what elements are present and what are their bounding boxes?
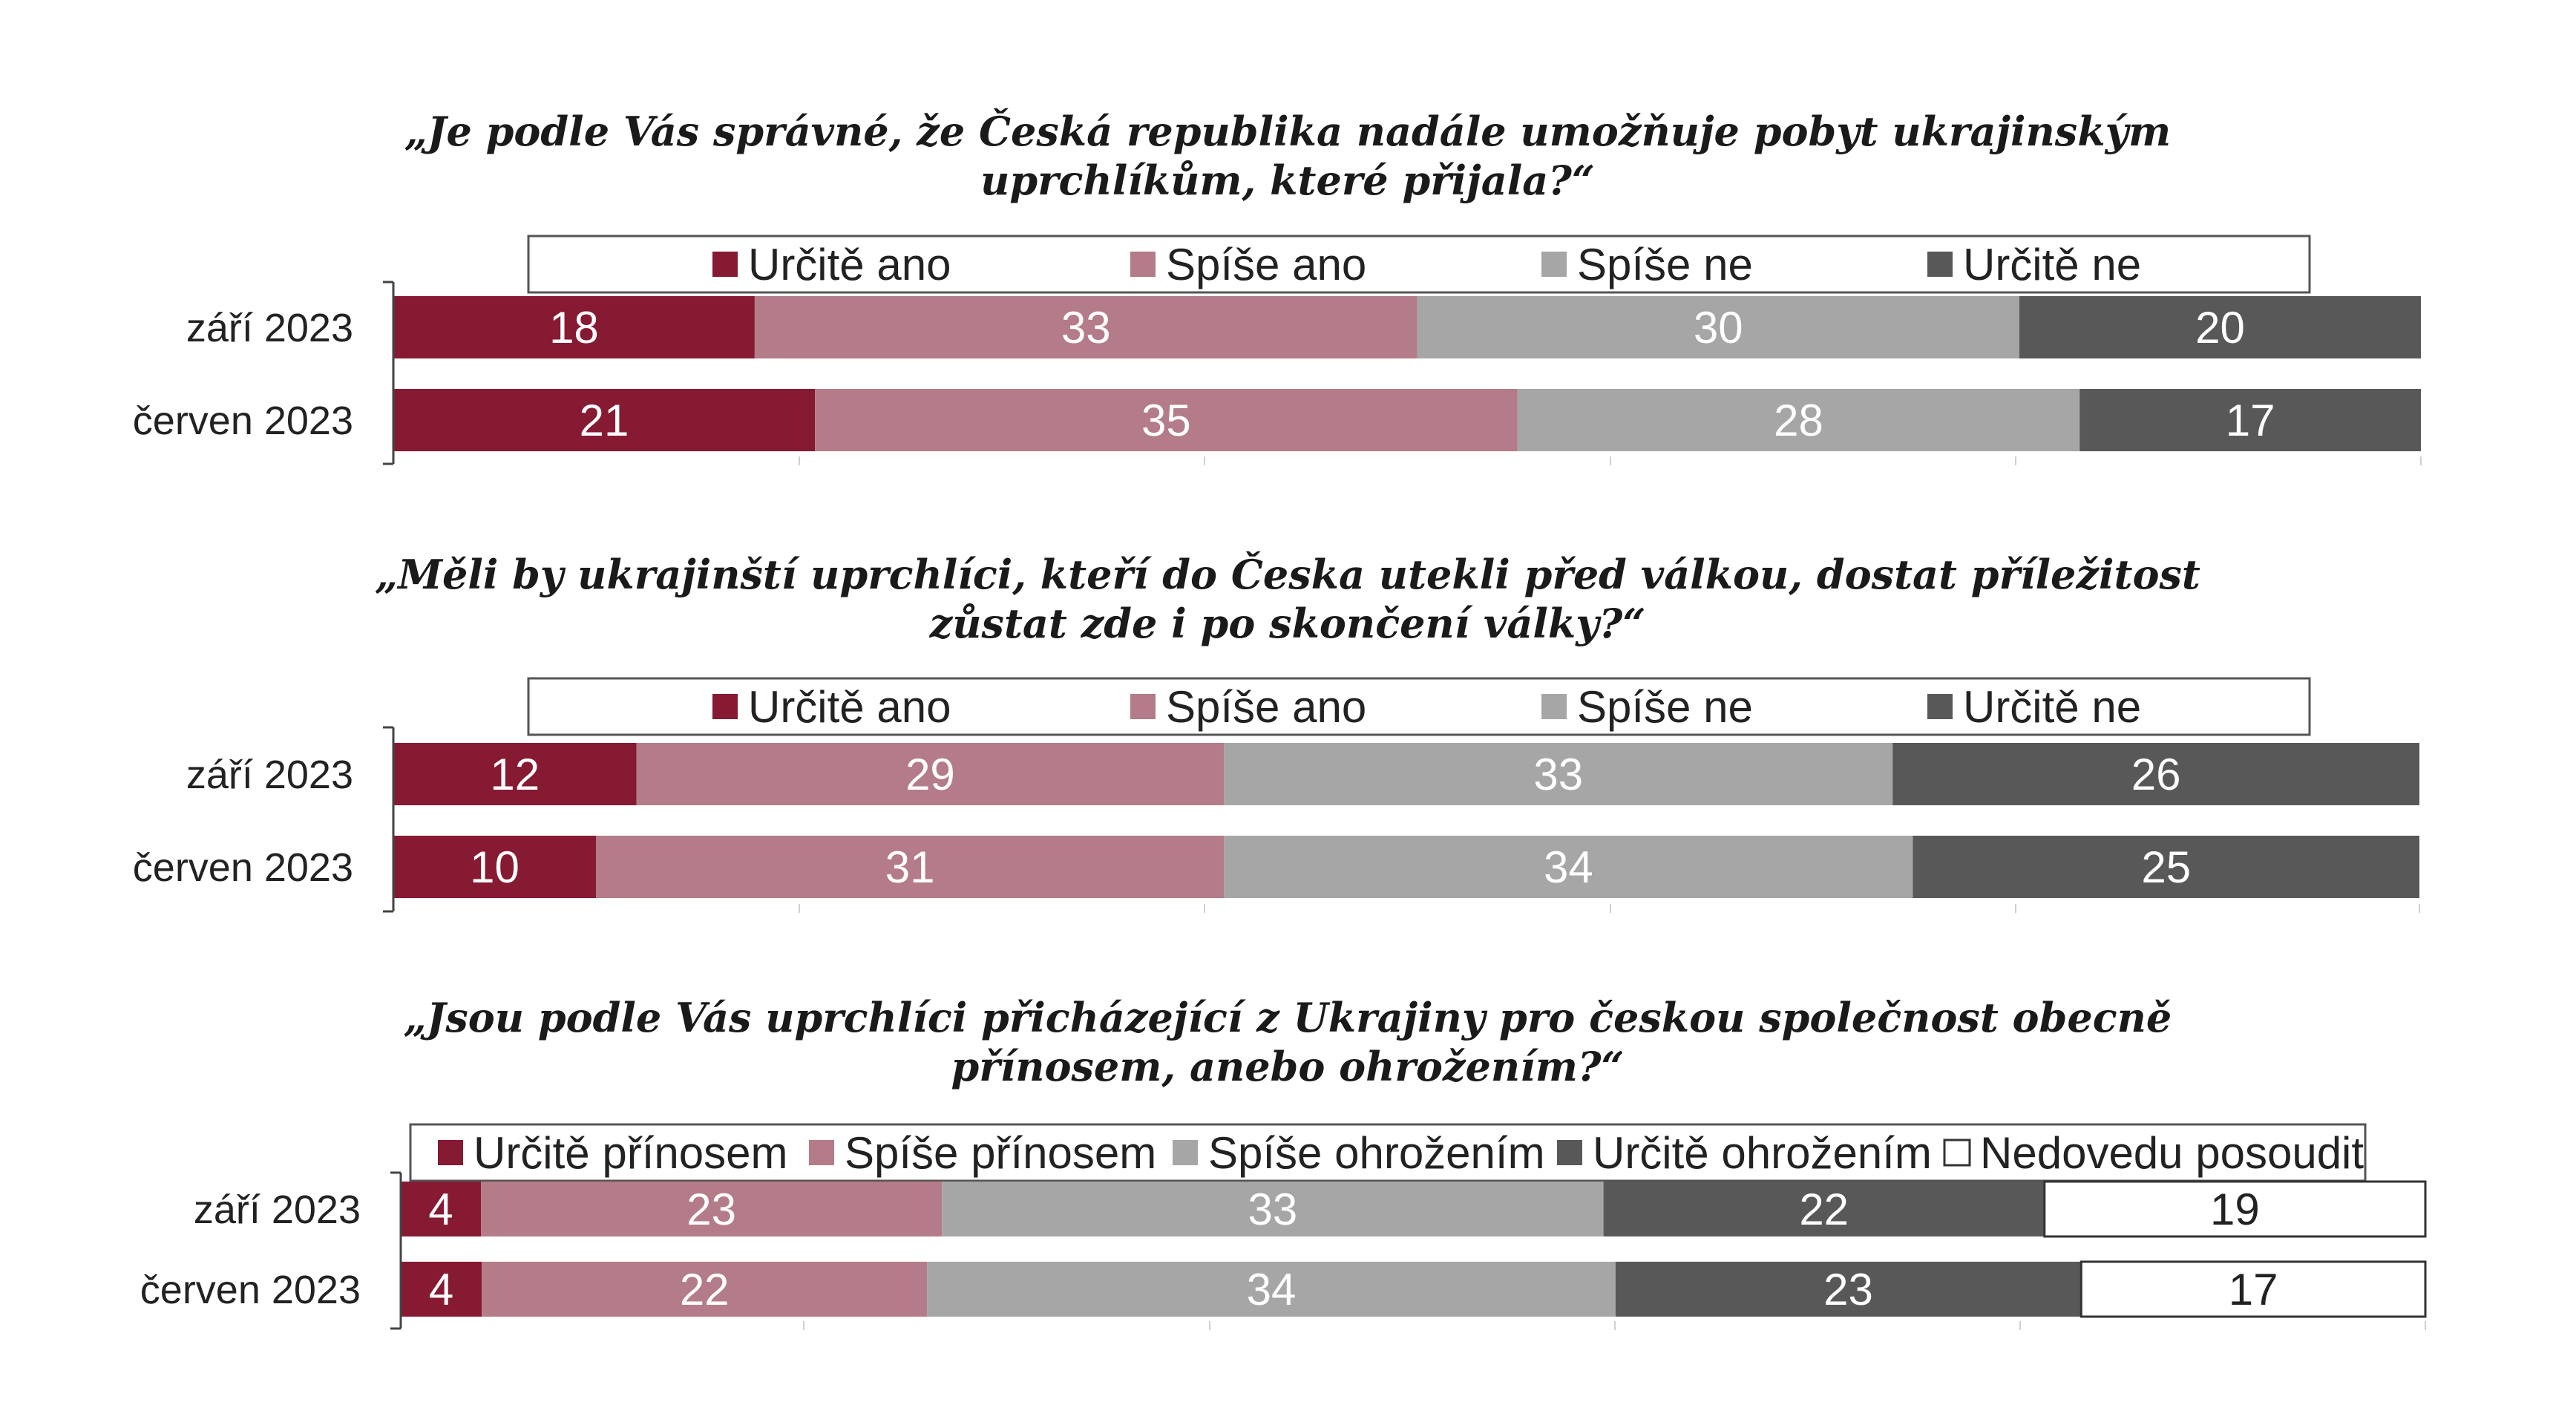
legend-swatch: [809, 1140, 834, 1165]
bar-segment: [1892, 743, 2419, 805]
data-label: 17: [2229, 1265, 2278, 1314]
bar-segment: [401, 1182, 482, 1236]
data-label: 23: [1823, 1265, 1873, 1314]
legend-swatch: [1927, 252, 1953, 277]
legend-swatch: [712, 252, 738, 277]
chart-title-line: „Jsou podle Vás uprchlíci přicházející z…: [404, 994, 2172, 1041]
category-label: červen 2023: [140, 1268, 361, 1312]
category-label: září 2023: [194, 1188, 361, 1232]
chart-title-line: uprchlíkům, které přijala?“: [980, 157, 1595, 204]
bar-segment: [1417, 296, 2020, 358]
bar-segment: [2019, 296, 2421, 358]
legend-swatch: [1173, 1140, 1198, 1165]
legend-label: Spíše ne: [1577, 682, 1753, 732]
legend-swatch: [1130, 694, 1156, 719]
legend-label: Určitě ano: [748, 682, 951, 732]
chart-title-line: přínosem, anebo ohrožením?“: [951, 1043, 1624, 1090]
chart-1: „Je podle Vás správné, že Česká republik…: [133, 108, 2422, 465]
bar-segment: [1603, 1182, 2045, 1236]
bar-segment: [393, 296, 755, 358]
data-label: 33: [1248, 1185, 1298, 1234]
data-label: 4: [428, 1185, 453, 1234]
bar-segment: [2080, 389, 2421, 451]
chart-title-line: zůstat zde i po skončení války?“: [929, 600, 1646, 647]
category-label: září 2023: [186, 753, 353, 797]
legend-swatch: [1557, 1140, 1582, 1165]
bar-segment: [942, 1182, 1604, 1236]
data-label: 30: [1694, 303, 1743, 353]
legend-swatch: [1541, 694, 1567, 719]
legend-label: Spíše ohrožením: [1208, 1128, 1545, 1178]
legend-label: Určitě ne: [1963, 682, 2141, 732]
bar-segment: [596, 836, 1225, 898]
bar-segment: [2043, 1180, 2427, 1238]
legend-label: Nedovedu posoudit: [1980, 1128, 2364, 1178]
data-label: 12: [490, 750, 540, 799]
legend-label: Určitě ohrožením: [1593, 1128, 1932, 1178]
chart-title-line: „Je podle Vás správné, že Česká republik…: [404, 108, 2171, 155]
bar-segment: [2080, 1260, 2427, 1318]
legend-label: Určitě ne: [1963, 240, 2141, 289]
category-label: červen 2023: [133, 399, 353, 443]
legend-label: Určitě ano: [748, 240, 951, 289]
data-label: 19: [2210, 1185, 2260, 1234]
bar-segment: [481, 1182, 943, 1236]
legend-label: Spíše přínosem: [845, 1128, 1156, 1178]
legend-label: Spíše ano: [1166, 240, 1366, 289]
legend-swatch: [1541, 252, 1567, 277]
category-label: červen 2023: [133, 845, 353, 890]
data-label: 35: [1141, 396, 1191, 445]
legend-swatch: [438, 1140, 463, 1165]
data-label: 34: [1247, 1265, 1297, 1314]
legend-label: Určitě přínosem: [473, 1128, 787, 1178]
data-label: 29: [905, 750, 955, 799]
bar-segment: [754, 296, 1418, 358]
bar-segment: [393, 743, 637, 805]
legend-swatch: [1927, 694, 1953, 719]
data-label: 26: [2131, 750, 2181, 799]
chart-title-line: „Měli by ukrajinští uprchlíci, kteří do …: [375, 551, 2200, 598]
data-label: 31: [885, 842, 935, 892]
chart-2: „Měli by ukrajinští uprchlíci, kteří do …: [133, 551, 2420, 913]
data-label: 23: [686, 1185, 736, 1234]
category-label: září 2023: [186, 306, 353, 350]
legend-box: [527, 677, 2311, 736]
bar-segment: [927, 1262, 1616, 1317]
data-label: 18: [549, 303, 599, 353]
legend-box: [409, 1123, 2367, 1182]
bar-segment: [393, 389, 816, 451]
data-label: 34: [1544, 842, 1593, 892]
bar-segment: [393, 836, 596, 898]
legend-label: Spíše ano: [1166, 682, 1366, 732]
bar-segment: [1615, 1262, 2082, 1317]
data-label: 20: [2195, 303, 2245, 353]
bar-segment: [1224, 743, 1893, 805]
bar-segment: [1517, 389, 2080, 451]
bar-segment: [482, 1262, 928, 1317]
data-label: 10: [470, 842, 520, 892]
data-label: 25: [2141, 842, 2191, 892]
data-label: 17: [2226, 396, 2275, 445]
legend-swatch: [1130, 252, 1156, 277]
data-label: 21: [580, 396, 629, 445]
data-label: 22: [680, 1265, 730, 1314]
bar-segment: [636, 743, 1225, 805]
bar-segment: [1913, 836, 2419, 898]
data-label: 22: [1799, 1185, 1849, 1234]
legend-label: Spíše ne: [1577, 240, 1753, 289]
data-label: 28: [1774, 396, 1823, 445]
bar-segment: [1224, 836, 1913, 898]
bar-segment: [815, 389, 1518, 451]
chart-3: „Jsou podle Vás uprchlíci přicházející z…: [140, 994, 2427, 1330]
data-label: 4: [429, 1265, 453, 1314]
legend-box: [527, 235, 2311, 294]
legend-swatch: [712, 694, 738, 719]
legend-swatch: [1943, 1139, 1971, 1167]
data-label: 33: [1061, 303, 1111, 353]
data-label: 33: [1533, 750, 1583, 799]
bar-segment: [401, 1262, 482, 1317]
